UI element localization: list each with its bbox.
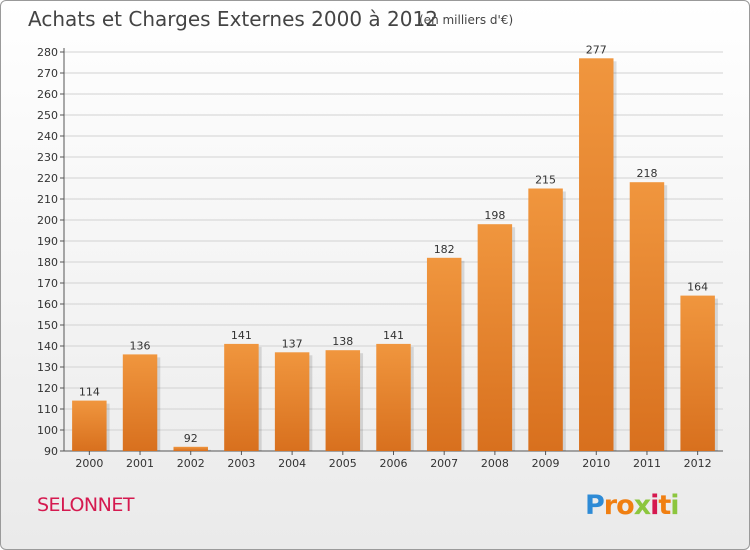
bar-2003 bbox=[224, 343, 259, 451]
y-tick-label: 130 bbox=[37, 361, 58, 374]
y-tick-label: 220 bbox=[37, 172, 58, 185]
y-tick-label: 210 bbox=[37, 193, 58, 206]
bar-2006 bbox=[376, 343, 411, 451]
bar-value-label: 136 bbox=[130, 339, 151, 352]
y-tick-label: 270 bbox=[37, 67, 58, 80]
logo-letter: x bbox=[633, 490, 651, 521]
y-tick-label: 140 bbox=[37, 340, 58, 353]
logo-letter: o bbox=[616, 490, 635, 521]
y-tick-label: 230 bbox=[37, 151, 58, 164]
bar-2010 bbox=[579, 58, 614, 452]
bar-value-label: 164 bbox=[687, 281, 708, 294]
logo-letter: r bbox=[603, 490, 617, 521]
bar-2007 bbox=[426, 257, 462, 451]
bar-2004 bbox=[274, 352, 310, 451]
bar-2001 bbox=[122, 354, 158, 451]
bar-2002 bbox=[173, 446, 208, 451]
x-tick-label: 2003 bbox=[227, 457, 255, 470]
y-tick-label: 90 bbox=[44, 445, 58, 458]
x-tick-label: 2006 bbox=[380, 457, 408, 470]
y-tick-label: 170 bbox=[37, 277, 58, 290]
bar-value-label: 277 bbox=[586, 43, 607, 56]
bar-2008 bbox=[477, 224, 513, 451]
x-tick-label: 2007 bbox=[430, 457, 458, 470]
axes: 90 100 110 120 130 140 150 160 170 180 190 200 210 22… bbox=[37, 46, 723, 470]
y-tick-label: 190 bbox=[37, 235, 58, 248]
bar-2009 bbox=[528, 188, 563, 451]
bar-2005 bbox=[325, 350, 361, 451]
chart-title: Achats et Charges Externes 2000 à 2012 bbox=[28, 7, 438, 31]
bar-value-label: 198 bbox=[484, 209, 505, 222]
chart-subtitle: (en milliers d'€) bbox=[419, 13, 514, 27]
y-tick-label: 100 bbox=[37, 424, 58, 437]
x-tick-label: 2008 bbox=[481, 457, 509, 470]
bar-2012 bbox=[680, 295, 715, 451]
bar-value-label: 137 bbox=[282, 337, 303, 350]
bar-2011 bbox=[629, 182, 665, 451]
x-tick-label: 2009 bbox=[532, 457, 560, 470]
y-tick-label: 260 bbox=[37, 88, 58, 101]
y-tick-label: 110 bbox=[37, 403, 58, 416]
logo-letter: i bbox=[670, 490, 679, 521]
town-name: SELONNET bbox=[37, 494, 134, 516]
bar-2000 bbox=[72, 400, 107, 451]
y-tick-label: 180 bbox=[37, 256, 58, 269]
y-tick-label: 160 bbox=[37, 298, 58, 311]
y-tick-label: 120 bbox=[37, 382, 58, 395]
y-tick-label: 240 bbox=[37, 130, 58, 143]
bar-value-label: 218 bbox=[636, 167, 657, 180]
y-tick-label: 280 bbox=[37, 46, 58, 59]
bar-value-label: 182 bbox=[434, 243, 455, 256]
proxiti-logo[interactable]: Proxiti bbox=[585, 490, 680, 521]
bar-value-label: 114 bbox=[79, 386, 100, 399]
bar-value-label: 92 bbox=[184, 432, 198, 445]
bars: 114 136 92 141 137 138 141 182 198 215 277 218 164 bbox=[72, 43, 718, 452]
x-tick-label: 2000 bbox=[75, 457, 103, 470]
logo-letter: i bbox=[650, 490, 659, 521]
x-tick-label: 2011 bbox=[633, 457, 661, 470]
x-tick-label: 2005 bbox=[329, 457, 357, 470]
y-tick-label: 150 bbox=[37, 319, 58, 332]
bar-value-label: 141 bbox=[383, 329, 404, 342]
x-tick-label: 2001 bbox=[126, 457, 154, 470]
y-tick-label: 200 bbox=[37, 214, 58, 227]
bar-value-label: 138 bbox=[332, 335, 353, 348]
x-tick-label: 2012 bbox=[684, 457, 712, 470]
logo-letter: t bbox=[658, 490, 671, 521]
bar-value-label: 215 bbox=[535, 174, 556, 187]
x-tick-label: 2010 bbox=[582, 457, 610, 470]
x-tick-label: 2004 bbox=[278, 457, 306, 470]
x-tick-label: 2002 bbox=[177, 457, 205, 470]
logo-letter: P bbox=[585, 490, 605, 521]
bar-value-label: 141 bbox=[231, 329, 252, 342]
y-tick-label: 250 bbox=[37, 109, 58, 122]
